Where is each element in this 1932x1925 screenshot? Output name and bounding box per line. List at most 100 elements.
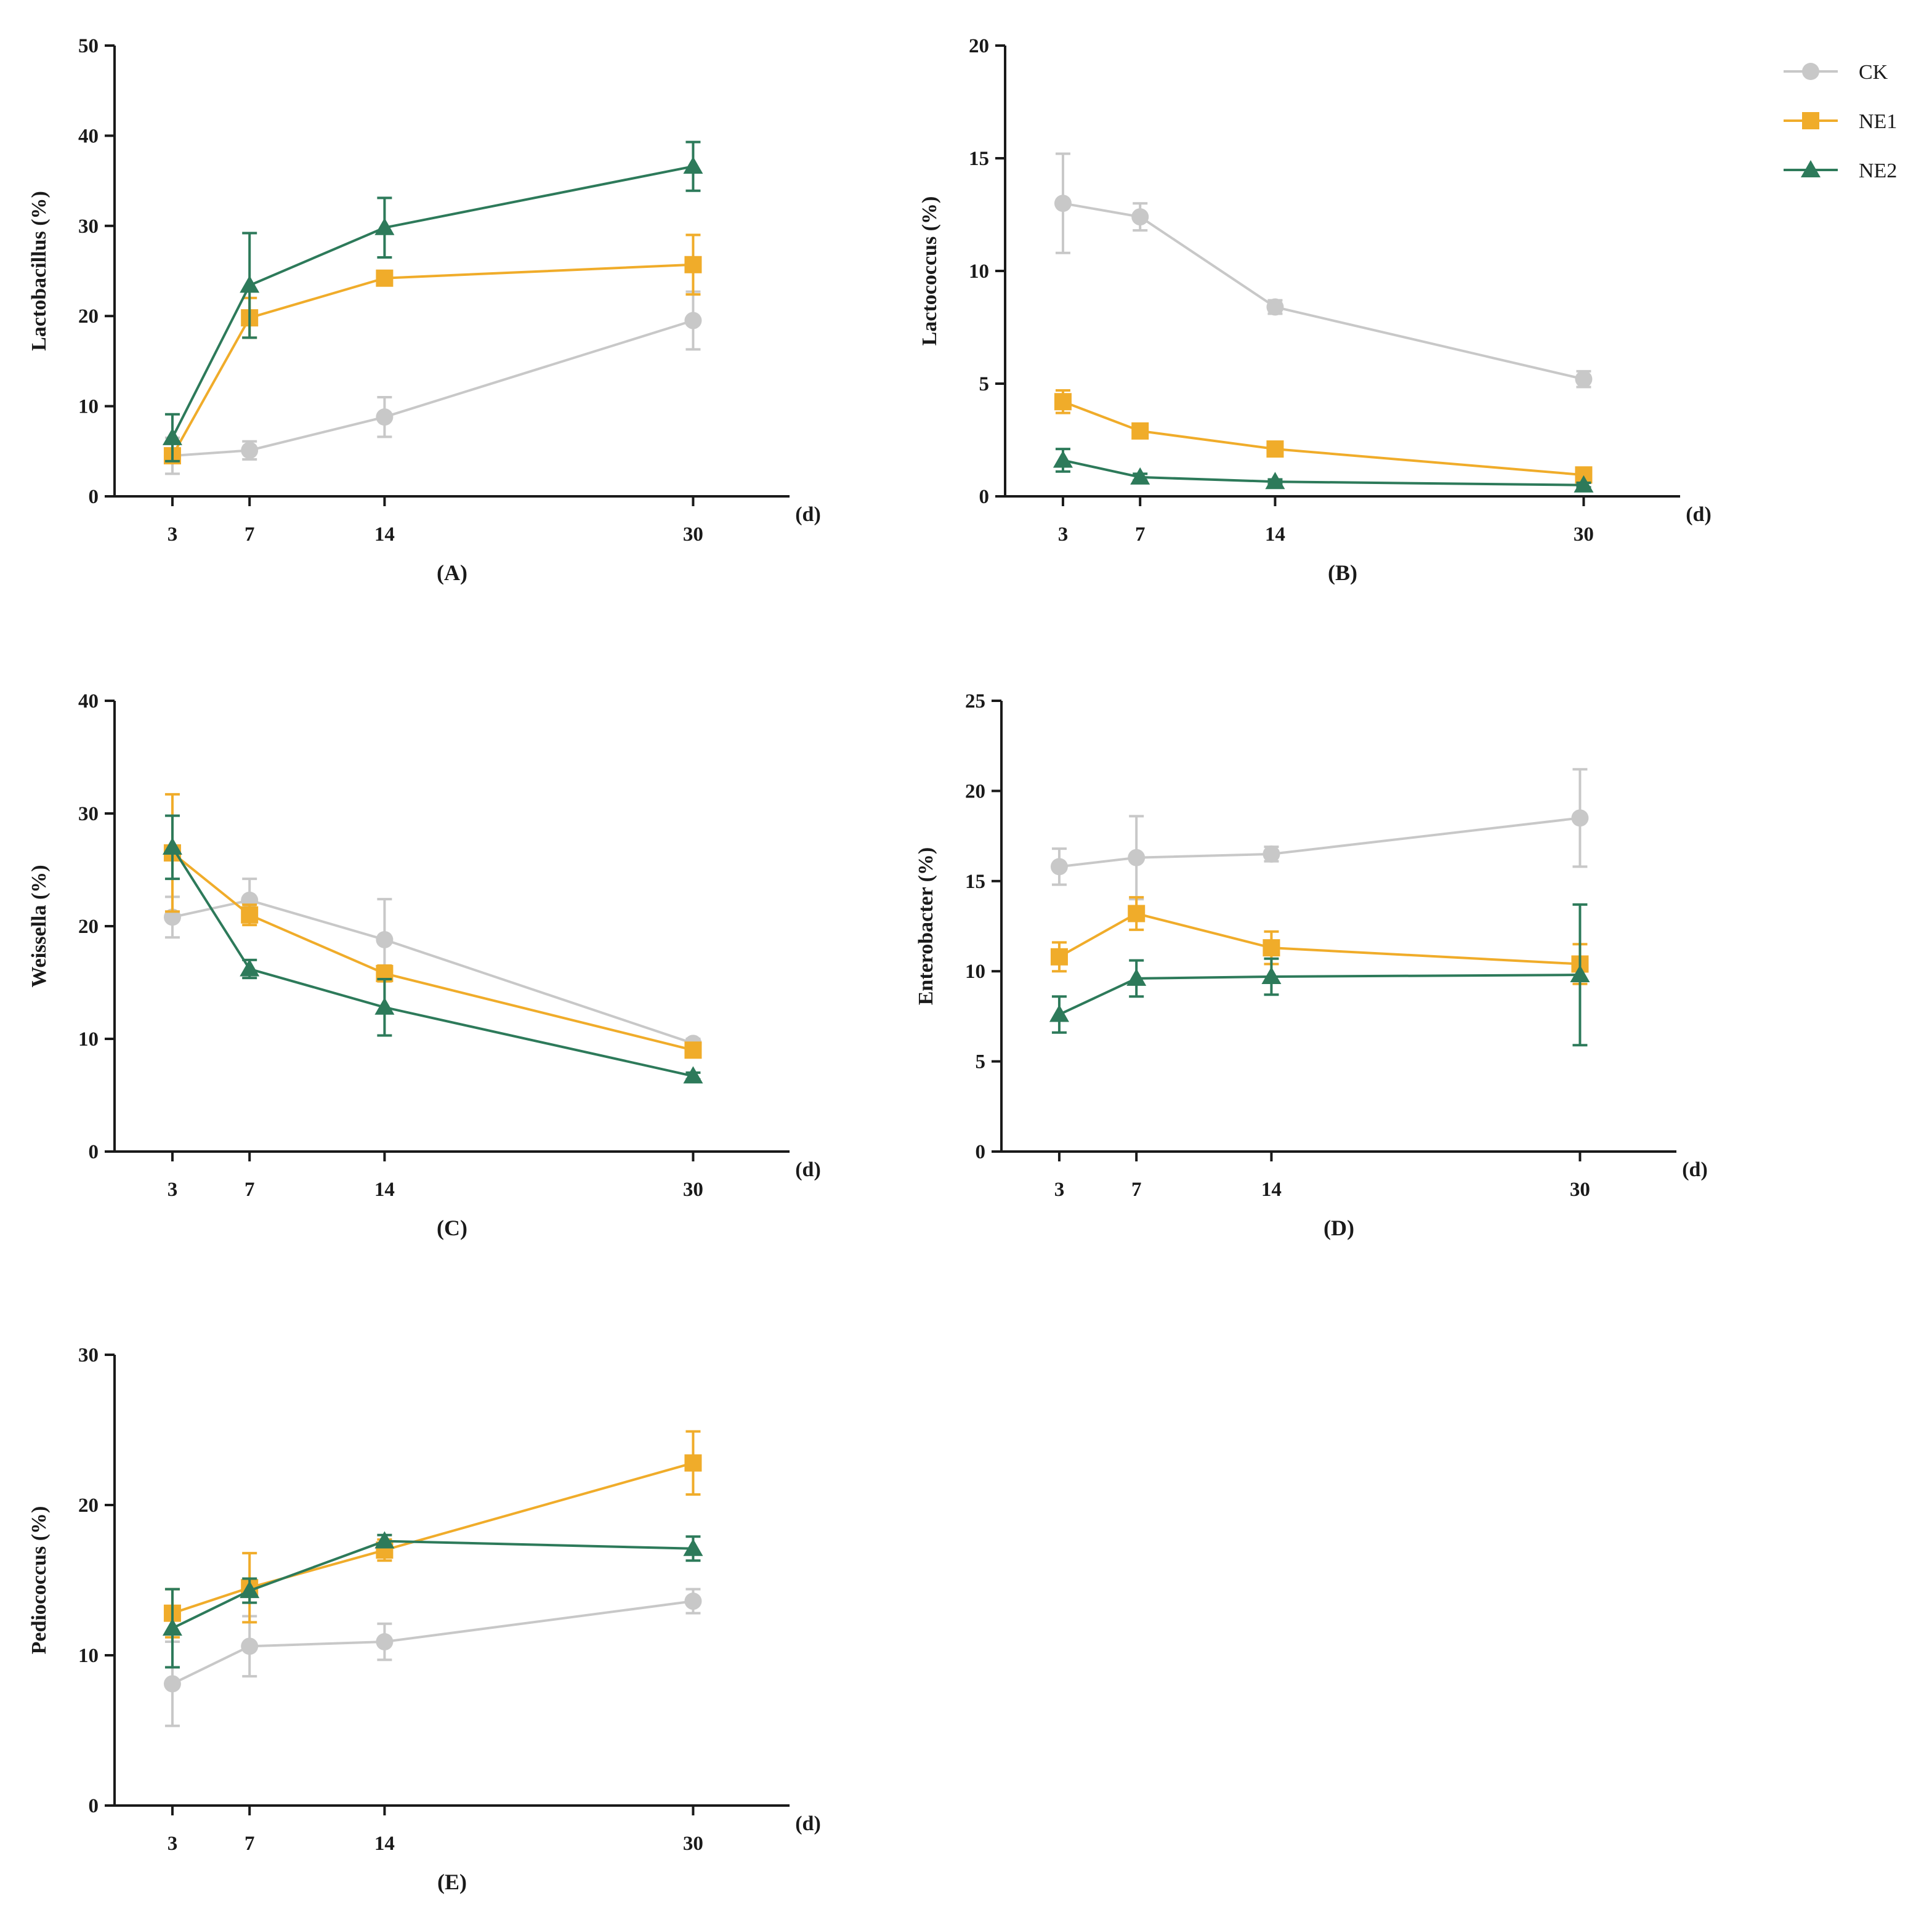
y-tick-label: 50 <box>78 35 99 57</box>
legend-item-ck: CK <box>1784 61 1888 84</box>
chart-panel-c: 0 10 20 30 40 3 7 14 30 (d) (C) Weissella (%) <box>28 690 821 1240</box>
x-axis-unit: (d) <box>1686 503 1712 526</box>
x-axis-unit: (d) <box>795 503 821 526</box>
y-axis-label: Lactobacillus (%) <box>28 191 51 351</box>
y-tick-label: 25 <box>965 690 985 712</box>
series-ne1 <box>163 1430 702 1639</box>
data-point-ck <box>1131 208 1149 226</box>
y-tick-label: 0 <box>89 1141 99 1163</box>
y-tick-label: 20 <box>969 35 989 57</box>
series-line <box>172 319 694 458</box>
data-point-ne2 <box>1130 467 1150 485</box>
data-point-ne2 <box>240 1581 260 1599</box>
legend: CK NE1 NE2 <box>1784 61 1897 182</box>
data-point-ne2 <box>683 1066 703 1084</box>
data-point-ne1 <box>241 906 259 924</box>
x-tick-label: 3 <box>168 1833 178 1855</box>
x-tick-label: 7 <box>245 523 255 546</box>
x-tick-label: 14 <box>1265 523 1285 546</box>
y-tick-label: 30 <box>78 803 99 825</box>
y-tick-label: 40 <box>78 690 99 712</box>
x-tick-label: 30 <box>683 523 703 546</box>
y-tick-label: 5 <box>979 373 990 395</box>
data-point-ck <box>1266 298 1284 316</box>
legend-label: CK <box>1859 61 1888 84</box>
y-tick-label: 10 <box>969 260 989 283</box>
data-point-ne2 <box>1049 1004 1069 1022</box>
series-line <box>1062 459 1584 486</box>
legend-label: NE2 <box>1859 159 1897 182</box>
series-ck <box>1054 152 1593 389</box>
data-point-ck <box>376 408 394 426</box>
y-tick-label: 0 <box>89 486 99 508</box>
series-ne1 <box>163 233 702 465</box>
legend-item-ne2: NE2 <box>1784 159 1897 182</box>
x-tick-label: 3 <box>168 1179 178 1201</box>
y-tick-label: 10 <box>965 961 985 983</box>
x-tick-label: 30 <box>683 1179 703 1201</box>
series-line <box>172 1540 693 1629</box>
legend-marker <box>1802 63 1819 80</box>
data-point-ne1 <box>1050 948 1068 966</box>
data-point-ne2 <box>374 1531 395 1549</box>
series-ne2 <box>1049 903 1590 1047</box>
x-tick-label: 14 <box>374 523 395 546</box>
y-axis-label: Pediococcus (%) <box>28 1506 51 1655</box>
data-point-ne1 <box>1128 905 1146 922</box>
data-point-ne1 <box>684 1041 702 1059</box>
data-point-ne2 <box>1261 966 1282 984</box>
data-point-ne2 <box>374 217 395 235</box>
x-tick-label: 14 <box>1261 1179 1282 1201</box>
series-ne2 <box>162 1531 703 1669</box>
data-point-ne2 <box>240 959 260 977</box>
data-point-ne2 <box>1126 968 1147 986</box>
series-ne1 <box>1050 896 1589 985</box>
series-line <box>1059 817 1580 868</box>
y-tick-label: 30 <box>78 216 99 238</box>
x-tick-label: 30 <box>1574 523 1594 546</box>
x-tick-label: 3 <box>1054 1179 1065 1201</box>
series-line <box>171 846 693 1078</box>
data-point-ne1 <box>1131 422 1149 440</box>
y-tick-label: 0 <box>976 1141 986 1163</box>
data-point-ne2 <box>1053 450 1073 468</box>
legend-marker <box>1801 160 1821 177</box>
series-ne1 <box>1054 389 1593 484</box>
data-point-ck <box>684 1592 702 1610</box>
legend-marker <box>1802 112 1819 129</box>
y-tick-label: 15 <box>969 148 989 170</box>
data-point-ck <box>684 312 702 329</box>
x-tick-label: 3 <box>1058 523 1069 546</box>
data-point-ne2 <box>240 275 260 293</box>
data-point-ne2 <box>683 156 703 174</box>
series-line <box>171 263 693 457</box>
panel-label: (E) <box>437 1870 467 1894</box>
chart-panel-e: 0 10 20 30 3 7 14 30 (d) (E) Pediococcus (%) <box>28 1344 821 1894</box>
data-point-ne1 <box>1266 440 1284 458</box>
legend-label: NE1 <box>1859 110 1897 133</box>
data-point-ck <box>1571 809 1589 827</box>
y-tick-label: 0 <box>979 486 990 508</box>
chart-panel-d: 0 5 10 15 20 25 3 7 14 30 (d) (D) Enterobacter (%) <box>915 690 1708 1240</box>
series-line <box>172 1461 693 1615</box>
data-point-ne2 <box>1570 965 1590 983</box>
series-line <box>171 165 693 438</box>
data-point-ne2 <box>162 1618 182 1636</box>
data-point-ne2 <box>1574 475 1594 493</box>
series-ne2 <box>162 814 703 1084</box>
x-axis-unit: (d) <box>795 1812 821 1835</box>
y-tick-label: 30 <box>78 1344 99 1366</box>
panel-label: (C) <box>437 1216 467 1240</box>
data-point-ne2 <box>162 427 182 445</box>
y-tick-label: 40 <box>78 125 99 147</box>
y-tick-label: 10 <box>78 1028 99 1051</box>
y-tick-label: 5 <box>976 1051 986 1073</box>
series-line <box>1059 974 1580 1016</box>
y-axis-label: Lactococcus (%) <box>918 196 941 346</box>
x-axis-unit: (d) <box>1682 1158 1708 1181</box>
x-axis-unit: (d) <box>795 1158 821 1181</box>
data-point-ne1 <box>1054 393 1072 411</box>
y-axis-label: Enterobacter (%) <box>915 847 937 1006</box>
data-point-ck <box>376 930 394 948</box>
